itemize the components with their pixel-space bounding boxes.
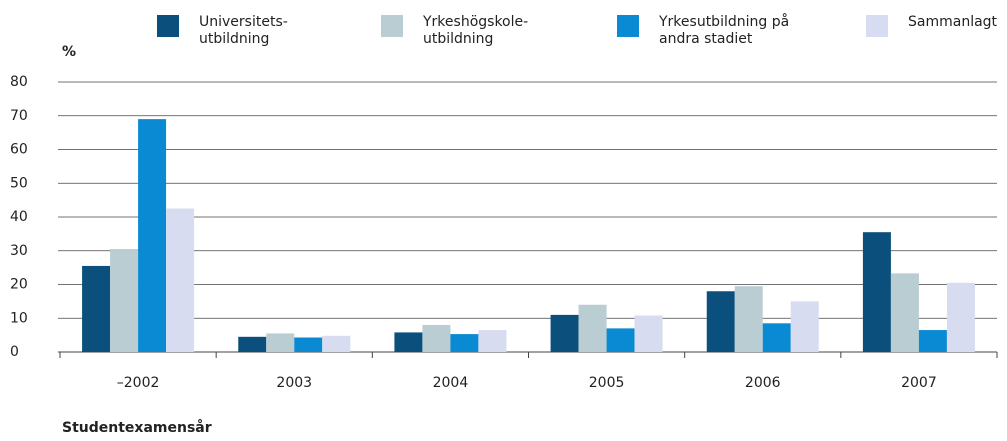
bar bbox=[578, 304, 607, 352]
y-tick-label: 70 bbox=[10, 108, 28, 124]
bar bbox=[606, 328, 635, 352]
bar bbox=[862, 232, 891, 352]
bar bbox=[634, 315, 663, 352]
x-axis-label: Studentexamensår bbox=[62, 420, 212, 436]
bar bbox=[110, 249, 139, 352]
y-tick-label: 50 bbox=[10, 175, 28, 191]
bar bbox=[706, 291, 735, 352]
legend-swatch bbox=[617, 15, 639, 37]
bar bbox=[762, 323, 791, 352]
y-tick-label: 30 bbox=[10, 243, 28, 259]
bar bbox=[238, 336, 267, 352]
x-tick-label: 2007 bbox=[901, 375, 937, 391]
bar bbox=[422, 325, 451, 352]
y-tick-label: 40 bbox=[10, 209, 28, 225]
y-tick-label: 60 bbox=[10, 142, 28, 158]
x-tick-label: 2004 bbox=[433, 375, 469, 391]
x-tick-label: 2005 bbox=[589, 375, 625, 391]
legend-item: Yrkesutbildning på andra stadiet bbox=[617, 14, 789, 48]
legend-item: Sammanlagt bbox=[866, 14, 997, 37]
bar bbox=[450, 334, 479, 352]
legend-label: Universitets- utbildning bbox=[199, 14, 288, 47]
y-axis-label: % bbox=[62, 44, 77, 60]
x-tick-label: 2003 bbox=[276, 375, 312, 391]
y-tick-label: 80 bbox=[10, 74, 28, 90]
legend-label: Sammanlagt bbox=[908, 14, 998, 30]
legend-swatch bbox=[866, 15, 888, 37]
bar bbox=[166, 208, 195, 352]
bar bbox=[734, 286, 763, 352]
bar bbox=[394, 332, 423, 352]
bar bbox=[946, 282, 975, 352]
y-tick-label: 0 bbox=[10, 344, 19, 360]
legend-label: Yrkeshögskole- utbildning bbox=[423, 14, 529, 47]
legend-item: Yrkeshögskole- utbildning bbox=[381, 14, 528, 48]
bar bbox=[322, 335, 351, 352]
legend-swatch bbox=[157, 15, 179, 37]
bar bbox=[478, 330, 507, 352]
bar bbox=[266, 333, 295, 352]
bar bbox=[294, 337, 323, 352]
bar bbox=[82, 265, 111, 352]
bar bbox=[138, 119, 167, 352]
bar bbox=[918, 330, 947, 352]
bar bbox=[550, 314, 579, 352]
legend-swatch bbox=[381, 15, 403, 37]
x-tick-label: 2006 bbox=[745, 375, 781, 391]
y-tick-label: 20 bbox=[10, 277, 28, 293]
bar bbox=[890, 273, 919, 352]
y-tick-label: 10 bbox=[10, 310, 28, 326]
legend-label: Yrkesutbildning på andra stadiet bbox=[659, 14, 790, 47]
legend-item: Universitets- utbildning bbox=[157, 14, 288, 48]
x-tick-label: –2002 bbox=[117, 375, 160, 391]
bar bbox=[790, 301, 819, 352]
